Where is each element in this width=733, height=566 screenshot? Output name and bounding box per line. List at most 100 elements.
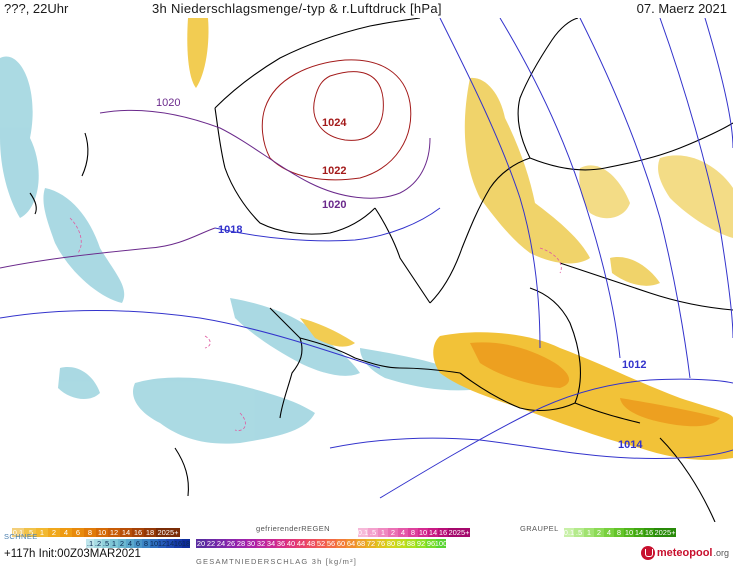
logo-domain: .org: [713, 548, 729, 558]
total-precip-swatch: 28: [236, 539, 246, 548]
snow-swatch: 14: [165, 539, 175, 548]
snow-swatch: .1: [86, 539, 94, 548]
total-precip-swatch: 80: [386, 539, 396, 548]
total-precip-swatch: 26: [226, 539, 236, 548]
snow-swatch: 2: [118, 539, 126, 548]
rain-swatch: 14: [120, 528, 132, 537]
snow-scale: .1.2.5 1 2 4 6 8 10 12 14 16 18: [86, 539, 190, 548]
total-precip-swatch: 20: [196, 539, 206, 548]
freezing-rain-swatch: 2: [388, 528, 398, 537]
weather-map: 1020 1024 1022 1020 1018 1012 1014: [0, 18, 733, 522]
freezing-rain-swatch: 4: [398, 528, 408, 537]
total-precip-swatch: 36: [276, 539, 286, 548]
snow-swatch: 18: [181, 539, 191, 548]
valid-date: 07. Maerz 2021: [636, 1, 727, 16]
logo-text: meteopool: [656, 547, 713, 559]
total-precip-swatch: 56: [326, 539, 336, 548]
total-precip-swatch: 96: [426, 539, 436, 548]
isobar-label-1012: 1012: [622, 359, 646, 371]
isobar-1022: [261, 59, 412, 181]
map-header: ???, 22Uhr 3h Niederschlagsmenge/-typ & …: [0, 0, 733, 18]
freezing-rain-swatch: 16: [438, 528, 448, 537]
total-precip-swatch: 34: [266, 539, 276, 548]
isobar-label-1022: 1022: [322, 165, 346, 177]
snow-swatch: 12: [157, 539, 167, 548]
map-title: 3h Niederschlagsmenge/-typ & r.Luftdruck…: [152, 1, 442, 16]
freezing-rain-swatch: .5: [368, 528, 378, 537]
total-precip-swatch: 44: [296, 539, 306, 548]
isobar-1014: [329, 437, 733, 460]
graupel-title: GRAUPEL: [520, 524, 559, 533]
snow-precip-areas: [0, 56, 474, 444]
total-precip-swatch: 64: [346, 539, 356, 548]
graupel-swatch: 8: [614, 528, 624, 537]
freezing-contours: [69, 217, 562, 431]
total-precip-swatch: 84: [396, 539, 406, 548]
rain-swatch: 4: [60, 528, 72, 537]
isobar-1018: [214, 207, 441, 242]
freezing-rain-scale: 0.1.5 1 2 4 8 10 14 16 2025+: [358, 528, 470, 537]
graupel-swatch: 10: [624, 528, 634, 537]
rain-swatch: 0.1: [12, 528, 24, 537]
total-precip-scale: 20 22 24 26 28 30 32 34 36 40 44 48 52 56 60 64 68 72 76 80…: [196, 539, 448, 548]
rain-swatch: 10: [96, 528, 108, 537]
meteopool-logo[interactable]: meteopool .org: [640, 546, 729, 560]
graupel-swatch: 14: [634, 528, 644, 537]
graupel-swatch: 2: [594, 528, 604, 537]
total-precip-swatch: 32: [256, 539, 266, 548]
freezing-rain-swatch: 1: [378, 528, 388, 537]
rain-swatch: 6: [72, 528, 84, 537]
meteopool-logo-icon: [640, 546, 655, 560]
isobar-label-1020-east: 1020: [322, 199, 346, 211]
graupel-swatch: .5: [574, 528, 584, 537]
snow-swatch: 1: [110, 539, 118, 548]
rain-swatch: 2: [48, 528, 60, 537]
total-precip-swatch: 68: [356, 539, 366, 548]
total-precip-swatch: 52: [316, 539, 326, 548]
rain-scale: 0.1.5 1 2 4 6 8 10 12 14 16 18 2025+: [12, 528, 180, 537]
coastlines: [29, 18, 733, 522]
graupel-scale: 0.1.5 1 2 4 8 10 14 16 2025+: [564, 528, 676, 537]
isobar-label-1014: 1014: [618, 439, 643, 451]
snow-title: SCHNEE: [4, 532, 38, 541]
graupel-swatch: 1: [584, 528, 594, 537]
isobar-label-1018: 1018: [218, 224, 242, 236]
total-precip-swatch: 88: [406, 539, 416, 548]
total-precip-swatch: 100: [434, 539, 448, 548]
rain-swatch: .5: [24, 528, 36, 537]
freezing-rain-swatch: 0.1: [357, 528, 369, 537]
total-precip-swatch: 76: [376, 539, 386, 548]
valid-time-label: ???, 22Uhr: [4, 1, 69, 16]
total-precip-swatch: 60: [336, 539, 346, 548]
total-precip-swatch: 92: [416, 539, 426, 548]
isobar-label-1020-west: 1020: [156, 97, 180, 109]
snow-swatch: 16: [173, 539, 183, 548]
isobar-label-1024: 1024: [322, 117, 347, 129]
total-precip-swatch: 30: [246, 539, 256, 548]
freezing-rain-swatch: 2025+: [448, 528, 470, 537]
total-precip-swatch: 48: [306, 539, 316, 548]
freezing-rain-swatch: 10: [418, 528, 428, 537]
snow-swatch: 10: [149, 539, 159, 548]
snow-swatch: .5: [102, 539, 110, 548]
total-precip-swatch: 22: [206, 539, 216, 548]
snow-swatch: 8: [142, 539, 150, 548]
snow-swatch: 4: [126, 539, 134, 548]
isobar-1020-west: [99, 109, 431, 199]
isobars: [0, 18, 733, 499]
total-precip-swatch: 24: [216, 539, 226, 548]
rain-swatch: 12: [108, 528, 120, 537]
freezing-rain-swatch: 14: [428, 528, 438, 537]
rain-swatch: 18: [144, 528, 156, 537]
rain-swatch: 8: [84, 528, 96, 537]
snow-swatch: .2: [94, 539, 102, 548]
total-precip-swatch: 72: [366, 539, 376, 548]
graupel-swatch: 4: [604, 528, 614, 537]
graupel-swatch: 16: [644, 528, 654, 537]
rain-swatch: 2025+: [156, 528, 180, 537]
isobar-1024: [313, 71, 384, 141]
total-precip-swatch: 40: [286, 539, 296, 548]
total-precip-title: GESAMTNIEDERSCHLAG 3h [kg/m²]: [196, 557, 358, 566]
isobar-labels: 1020 1024 1022 1020 1018 1012 1014: [156, 97, 646, 451]
rain-swatch: 1: [36, 528, 48, 537]
